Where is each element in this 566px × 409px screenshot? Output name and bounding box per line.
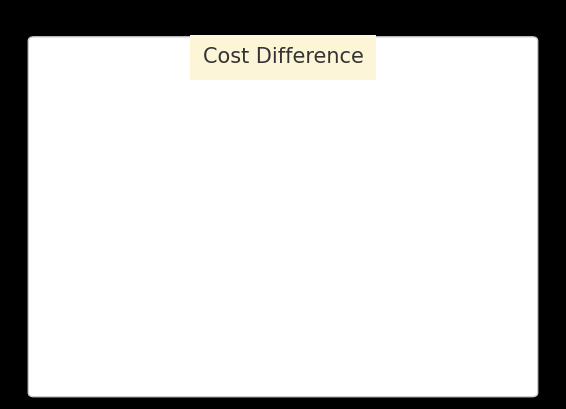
Bar <box>252 216 325 344</box>
Bar <box>109 131 183 344</box>
Text: Cost Difference: Cost Difference <box>203 47 363 67</box>
Text: 20%: 20% <box>410 315 453 333</box>
Text: 100%: 100% <box>118 239 174 257</box>
Text: 60%: 60% <box>267 277 310 295</box>
Bar <box>394 301 468 344</box>
